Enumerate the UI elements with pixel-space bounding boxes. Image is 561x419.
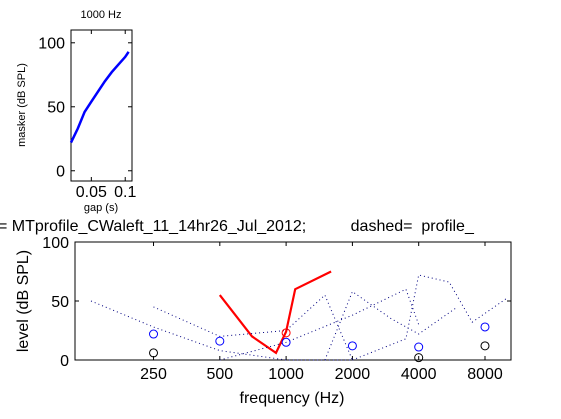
data-point-marker: [480, 341, 490, 351]
data-point-marker: [215, 336, 225, 346]
dotted-profile-line: [324, 290, 458, 361]
data-point-marker: [149, 329, 159, 339]
profile-panel-y-label: level (dB SPL): [15, 250, 32, 352]
x-tick-label: 0.05: [76, 184, 107, 201]
gap-panel-frame: [70, 29, 133, 182]
solid-profile-line: [218, 270, 332, 355]
profile-panel-ticks: 250 500 1000 2000 4000 8000 0 50 100: [42, 235, 511, 383]
dotted-profile-line: [219, 288, 420, 361]
y-tick-label: 100: [38, 36, 65, 53]
gap-panel-y-label: masker (dB SPL): [16, 63, 28, 147]
data-point-marker: [347, 341, 357, 351]
x-tick-label: 2000: [335, 366, 371, 383]
data-point-marker: [281, 328, 291, 338]
data-point-marker: [480, 322, 490, 332]
profile-panel: = MTprofile_CWaleft_11_14hr26_Jul_2012; …: [0, 218, 512, 407]
gap-panel-x-label: gap (s): [84, 202, 118, 214]
gap-panel-series: [69, 51, 130, 144]
x-tick-label: 250: [140, 366, 167, 383]
profile-panel-x-label: frequency (Hz): [240, 390, 345, 407]
x-tick-label: 1000: [268, 366, 304, 383]
y-tick-label: 0: [60, 353, 69, 370]
data-point-marker: [414, 342, 424, 352]
x-tick-label: 4000: [401, 366, 437, 383]
dotted-profile-line: [153, 294, 353, 361]
y-tick-label: 50: [51, 294, 69, 311]
data-point-marker: [149, 348, 159, 358]
series-line: [69, 51, 130, 144]
data-point-marker: [281, 337, 291, 347]
gap-panel: 1000 Hz masker (dB SPL) gap (s) 0.05 0.10…: [16, 9, 136, 214]
gap-panel-ticks: 0.05 0.1 0 50 100: [38, 30, 136, 201]
y-tick-label: 100: [42, 235, 69, 252]
x-tick-label: 8000: [467, 366, 503, 383]
profile-panel-title: = MTprofile_CWaleft_11_14hr26_Jul_2012; …: [0, 218, 475, 235]
y-tick-label: 0: [56, 164, 65, 181]
gap-panel-title: 1000 Hz: [81, 9, 122, 21]
profile-panel-series: [90, 270, 507, 363]
data-point-marker: [414, 353, 424, 363]
x-tick-label: 0.1: [114, 184, 136, 201]
x-tick-label: 500: [206, 366, 233, 383]
y-tick-label: 50: [47, 100, 65, 117]
